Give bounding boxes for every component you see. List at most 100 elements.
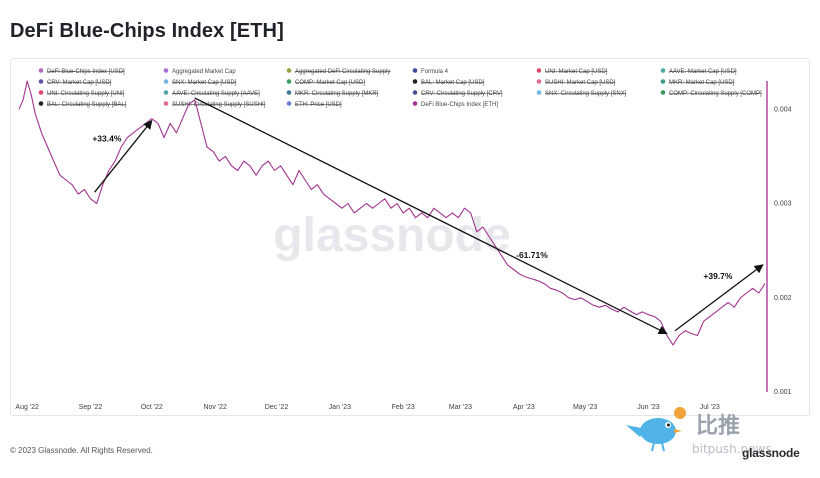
legend-item[interactable]: SNX: Circulating Supply [SNX] [536,90,627,97]
legend-dot-icon [660,90,666,95]
legend-dot-icon [286,68,292,73]
legend: DeFi Blue-Chips Index [USD] Aggregated Ma… [38,68,762,108]
arrow-label: -61.71% [516,250,548,260]
y-tick-label: 0.001 [774,389,792,396]
x-tick-label: Jun '23 [637,404,659,411]
copyright-text: © 2023 Glassnode. All Rights Reserved. [10,446,153,455]
page-title: DeFi Blue-Chips Index [ETH] [10,20,284,42]
x-tick-label: May '23 [573,404,597,411]
legend-item[interactable]: Aggregated Market Cap [163,68,237,75]
x-tick-label: Mar '23 [449,404,472,411]
y-axis: 0.001 0.002 0.003 0.004 [774,106,792,396]
legend-label: AAVE: Market Cap [USD] [669,69,737,75]
legend-item[interactable]: Aggregated DeFi Circulating Supply [286,68,391,75]
legend-dot-icon [38,79,44,84]
watermark-text: glassnode [273,209,510,262]
legend-item[interactable]: MKR: Circulating Supply [MKR] [286,90,379,97]
legend-dot-icon [286,79,292,84]
legend-dot-icon [38,68,44,73]
legend-item[interactable]: Formula 4 [412,68,449,75]
x-axis: Aug '22 Sep '22 Oct '22 Nov '22 Dec '22 Jan '… [15,404,719,411]
arrow-label: +39.7% [703,271,733,281]
x-tick-label: Jul '23 [700,404,720,411]
y-tick-label: 0.003 [774,201,792,208]
legend-dot-icon [38,90,44,95]
legend-dot-icon [163,90,169,95]
site-url: bitpush.news [692,442,772,456]
arrow-line [194,97,668,335]
chart-frame: glassnode DeFi Blue-Chips Index [USD] Agg… [10,58,810,416]
legend-dot-icon [412,79,418,84]
legend-item[interactable]: CRV: Circulating Supply [CRV] [412,90,503,97]
legend-item[interactable]: DeFi Blue-Chips Index [ETH] [412,101,499,108]
legend-label: SUSHI: Market Cap [USD] [545,80,616,86]
legend-label: Aggregated DeFi Circulating Supply [295,69,390,75]
trend-annotations: +33.4% -61.71% +39.7% [92,97,764,335]
legend-label: AAVE: Circulating Supply [AAVE] [172,91,260,97]
x-tick-label: Feb '23 [392,404,415,411]
y-tick-label: 0.004 [774,106,792,113]
legend-item[interactable]: AAVE: Circulating Supply [AAVE] [163,90,260,97]
legend-item[interactable]: AAVE: Market Cap [USD] [660,68,737,75]
trend-arrow: +39.7% [674,264,764,332]
legend-label: SNX: Market Cap [USD] [172,80,237,86]
legend-dot-icon [660,68,666,73]
legend-dot-icon [536,79,542,84]
arrow-line [674,264,764,332]
legend-item[interactable]: BAL: Market Cap [USD] [412,79,485,86]
legend-label: MKR: Circulating Supply [MKR] [295,91,379,97]
legend-item[interactable]: SUSHI: Circulating Supply [SUSHI] [163,101,266,108]
legend-dot-icon [163,101,169,106]
x-tick-label: Dec '22 [265,404,289,411]
legend-dot-icon [660,79,666,84]
legend-dot-icon [536,68,542,73]
trend-arrow: +33.4% [92,119,153,193]
arrow-label: +33.4% [92,133,122,143]
legend-label: BAL: Circulating Supply [BAL] [47,102,127,108]
legend-item[interactable]: BAL: Circulating Supply [BAL] [38,101,127,108]
legend-label: ETH: Price [USD] [295,102,342,108]
legend-item[interactable]: COMP: Circulating Supply [COMP] [660,90,762,97]
legend-label: CRV: Market Cap [USD] [47,80,112,86]
legend-dot-icon [38,101,44,106]
x-tick-label: Apr '23 [513,404,535,411]
legend-item[interactable]: COMP: Market Cap [USD] [286,79,366,86]
legend-item[interactable]: UNI: Market Cap [USD] [536,68,608,75]
legend-item[interactable]: UNI: Circulating Supply [UNI] [38,90,125,97]
x-tick-label: Aug '22 [15,404,39,411]
legend-label: Formula 4 [421,69,449,75]
trend-arrow: -61.71% [194,97,668,335]
legend-label: BAL: Market Cap [USD] [421,80,485,86]
x-tick-label: Oct '22 [141,404,163,411]
legend-dot-icon [412,101,418,106]
x-tick-label: Nov '22 [203,404,227,411]
x-tick-label: Jan '23 [329,404,351,411]
brand-logo: glassnode [742,446,800,460]
legend-item[interactable]: CRV: Market Cap [USD] [38,79,112,86]
legend-dot-icon [163,79,169,84]
legend-item[interactable]: ETH: Price [USD] [286,101,342,108]
legend-label: COMP: Market Cap [USD] [295,80,365,86]
legend-label: MKR: Market Cap [USD] [669,80,735,86]
x-tick-label: Sep '22 [79,404,103,411]
legend-label: UNI: Market Cap [USD] [545,69,608,75]
arrow-line [94,119,153,193]
chart-svg: glassnode DeFi Blue-Chips Index [USD] Agg… [15,68,792,411]
legend-label: COMP: Circulating Supply [COMP] [669,91,762,97]
legend-dot-icon [536,90,542,95]
legend-item[interactable]: SNX: Market Cap [USD] [163,79,237,86]
legend-dot-icon [163,68,169,73]
legend-label: Aggregated Market Cap [172,69,236,75]
legend-label: UNI: Circulating Supply [UNI] [47,91,125,97]
legend-label: SUSHI: Circulating Supply [SUSHI] [172,102,266,108]
legend-label: DeFi Blue-Chips Index [ETH] [421,102,498,108]
series-line-defi-blue-chips-eth [18,80,766,346]
legend-dot-icon [286,101,292,106]
bird-logo-icon [626,407,686,452]
legend-dot-icon [412,90,418,95]
y-tick-label: 0.002 [774,295,792,302]
legend-item[interactable]: MKR: Market Cap [USD] [660,79,735,86]
legend-item[interactable]: DeFi Blue-Chips Index [USD] [38,68,125,75]
legend-item[interactable]: SUSHI: Market Cap [USD] [536,79,616,86]
legend-dot-icon [412,68,418,73]
